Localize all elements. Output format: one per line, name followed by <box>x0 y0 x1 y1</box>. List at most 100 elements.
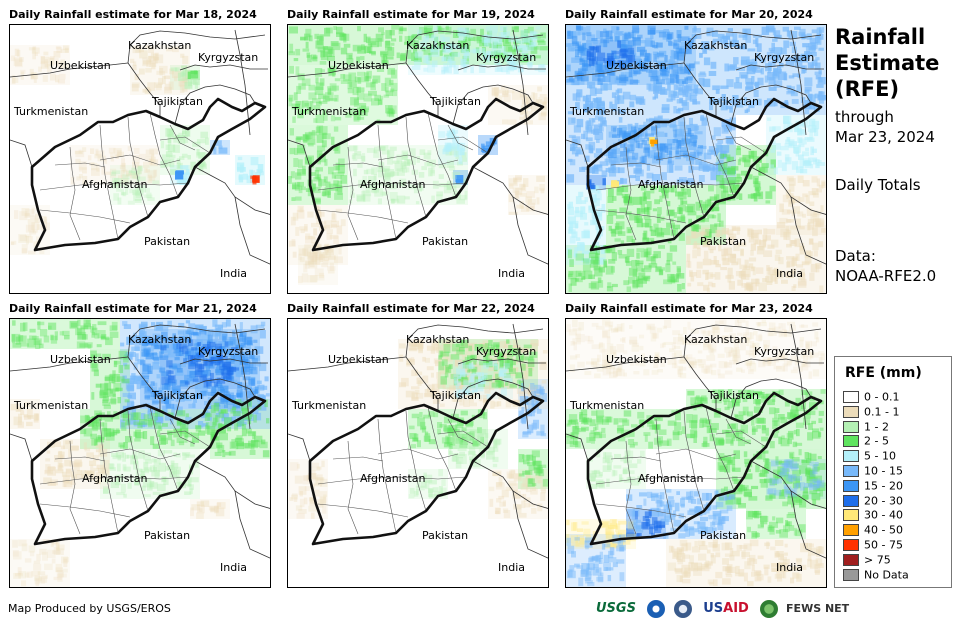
rainfall-cell <box>357 195 366 203</box>
rainfall-cell <box>450 373 459 380</box>
rainfall-cell <box>311 255 318 262</box>
rainfall-cell <box>418 344 423 354</box>
rainfall-cell <box>594 423 599 430</box>
rainfall-cell <box>312 462 320 468</box>
rainfall-cell <box>712 389 717 394</box>
rainfall-cell <box>418 33 422 40</box>
rainfall-cell <box>581 200 587 204</box>
rainfall-cell <box>298 83 306 90</box>
rainfall-cell <box>218 423 223 429</box>
rainfall-cell <box>707 149 714 155</box>
rainfall-cell <box>110 481 119 489</box>
rainfall-cell <box>719 465 728 472</box>
rainfall-cell <box>703 57 711 66</box>
rainfall-cell <box>753 406 763 413</box>
rainfall-cell <box>764 75 769 83</box>
rainfall-cell <box>387 150 395 159</box>
rainfall-cell <box>807 471 814 475</box>
rainfall-cell <box>692 99 697 105</box>
rainfall-cell <box>310 275 318 283</box>
rainfall-cell <box>291 239 296 246</box>
rainfall-cell <box>589 432 596 442</box>
rainfall-cell <box>651 70 660 80</box>
rainfall-cell <box>206 413 212 418</box>
rainfall-cell <box>646 237 655 243</box>
rainfall-cell <box>493 42 502 49</box>
rainfall-cell <box>116 149 122 156</box>
rainfall-cell <box>420 41 427 51</box>
rainfall-cell <box>250 439 259 449</box>
rainfall-cell <box>753 181 761 188</box>
rainfall-cell <box>628 68 633 78</box>
rainfall-cell <box>170 467 175 475</box>
rainfall-cell <box>526 191 535 198</box>
rainfall-cell <box>505 35 510 44</box>
rainfall-cell <box>167 465 174 471</box>
rainfall-cell <box>124 364 130 370</box>
rainfall-cell <box>170 460 175 468</box>
rainfall-cell <box>291 494 298 500</box>
rainfall-cell <box>639 52 644 56</box>
rainfall-cell <box>715 263 721 268</box>
rainfall-cell <box>446 390 455 397</box>
rainfall-cell <box>310 512 315 519</box>
rainfall-cell <box>154 82 162 88</box>
rainfall-cell <box>527 45 535 50</box>
rainfall-cell <box>660 440 670 446</box>
rainfall-cell <box>529 41 534 46</box>
rainfall-cell <box>316 134 324 143</box>
rainfall-cell <box>566 64 571 72</box>
rainfall-cell <box>632 279 640 288</box>
rainfall-cell <box>444 44 453 53</box>
rainfall-cell <box>315 256 321 265</box>
rainfall-cell <box>311 253 317 262</box>
rainfall-cell <box>443 344 451 353</box>
rainfall-cell <box>432 346 438 350</box>
rainfall-cell <box>814 466 820 472</box>
rainfall-cell <box>463 34 468 42</box>
rainfall-cell <box>794 238 801 248</box>
rainfall-cell <box>752 175 759 184</box>
rainfall-cell <box>323 256 330 261</box>
rainfall-cell <box>790 198 796 204</box>
rainfall-cell <box>222 364 231 372</box>
rainfall-cell <box>815 218 824 227</box>
rainfall-cell <box>650 40 655 48</box>
rainfall-cell <box>234 437 242 442</box>
rainfall-cell <box>640 40 647 44</box>
rainfall-cell <box>137 164 142 174</box>
rainfall-cell <box>419 186 424 191</box>
rainfall-cell <box>603 83 612 91</box>
rainfall-cell <box>218 353 223 359</box>
rainfall-cell <box>153 464 160 471</box>
rainfall-cell <box>221 401 225 409</box>
rainfall-cell <box>112 393 116 397</box>
rainfall-cell <box>660 151 665 159</box>
rainfall-cell <box>458 453 467 459</box>
rainfall-cell <box>687 390 695 396</box>
rainfall-cell <box>104 377 110 382</box>
rainfall-cell <box>510 474 514 479</box>
country-border <box>174 84 256 125</box>
rainfall-cell <box>196 149 200 156</box>
rainfall-cell <box>594 432 600 436</box>
rainfall-cell <box>223 375 231 380</box>
rainfall-cell <box>416 156 420 163</box>
rainfall-cell <box>215 507 225 517</box>
rainfall-cell <box>44 469 53 475</box>
rainfall-cell <box>433 40 438 49</box>
rainfall-cell <box>134 438 141 442</box>
rainfall-cell <box>758 240 766 247</box>
rainfall-cell <box>445 143 453 152</box>
rainfall-cell <box>697 145 704 149</box>
rainfall-cell <box>312 98 321 104</box>
rainfall-cell <box>300 186 306 191</box>
rainfall-cell <box>126 400 134 410</box>
rainfall-cell <box>611 252 617 261</box>
rainfall-cell <box>466 30 470 39</box>
rainfall-cell <box>706 287 710 293</box>
rainfall-cell <box>492 41 498 49</box>
rainfall-cell <box>778 257 784 265</box>
rainfall-cell <box>626 133 631 138</box>
rainfall-cell <box>752 193 762 197</box>
